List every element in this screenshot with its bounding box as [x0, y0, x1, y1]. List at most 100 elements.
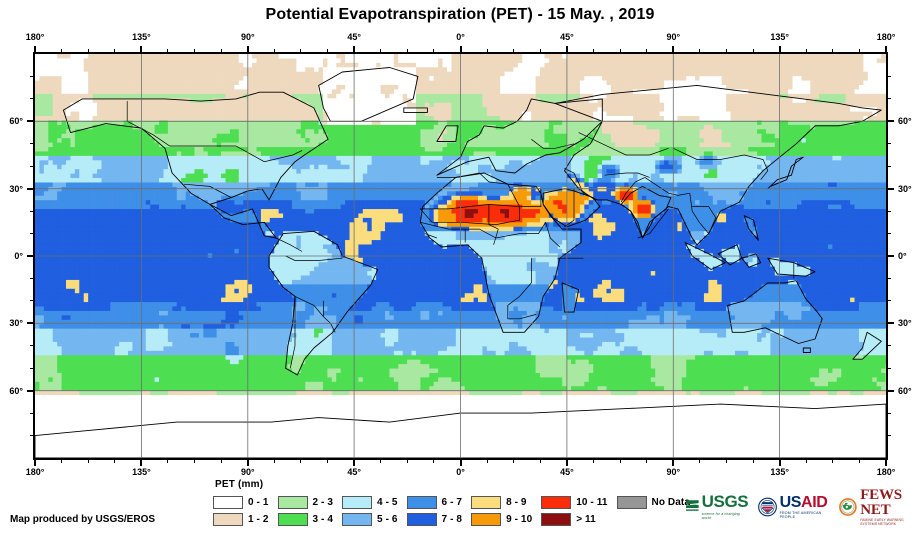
- legend-label: > 11: [576, 514, 596, 525]
- axis-label-lon-bottom: 135°: [770, 467, 789, 477]
- tick-minor-lat: [30, 367, 33, 369]
- axis-label-lon-top: 90°: [240, 32, 255, 42]
- tick-minor-lon: [486, 460, 488, 463]
- legend-swatch: [406, 513, 437, 526]
- tick-major-lon: [565, 460, 568, 466]
- tick-major-lat: [888, 322, 894, 325]
- axis-label-lat-right: 60°: [898, 116, 912, 127]
- fewsnet-wordmark: FEWS NET: [860, 487, 902, 518]
- tick-minor-lon: [167, 460, 169, 463]
- legend-item: No Data: [616, 494, 690, 511]
- axis-label-lat-left: 30°: [9, 318, 23, 329]
- legend-item: > 11: [541, 511, 607, 528]
- legend-label: 9 - 10: [506, 514, 533, 525]
- tick-minor-lat: [30, 300, 33, 302]
- legend-item: 5 - 6: [342, 511, 398, 528]
- axis-label-lat-right: 60°: [898, 385, 912, 396]
- tick-minor-lat: [888, 143, 891, 145]
- tick-minor-lon: [805, 49, 807, 52]
- tick-major-lon: [353, 46, 356, 52]
- tick-minor-lon: [220, 49, 222, 52]
- axis-label-lon-top: 90°: [666, 32, 681, 42]
- tick-major-lon: [34, 46, 36, 52]
- legend-label: 2 - 3: [312, 497, 334, 508]
- axis-label-lon-bottom: 90°: [240, 467, 255, 477]
- tick-minor-lat: [888, 300, 891, 302]
- tick-minor-lat: [888, 98, 891, 100]
- tick-major-lon: [459, 460, 462, 466]
- tick-minor-lon: [486, 49, 488, 52]
- axis-label-lat-right: 30°: [898, 318, 912, 329]
- legend-swatch: [213, 496, 243, 509]
- legend-swatch: [213, 513, 243, 526]
- tick-minor-lon: [513, 49, 515, 52]
- tick-major-lon: [885, 460, 887, 466]
- tick-major-lon: [885, 46, 887, 52]
- axis-label-lon-top: 135°: [132, 32, 151, 42]
- tick-minor-lon: [87, 460, 89, 463]
- axis-label-lat-right: 30°: [898, 183, 912, 194]
- tick-minor-lon: [725, 49, 727, 52]
- tick-major-lat: [888, 187, 894, 190]
- pet-world-heatmap: [35, 54, 886, 458]
- legend-label: 4 - 5: [377, 497, 398, 508]
- tick-minor-lon: [858, 49, 860, 52]
- tick-minor-lon: [699, 49, 701, 52]
- legend-item: 7 - 8: [406, 511, 463, 528]
- tick-major-lat: [27, 322, 33, 325]
- fewsnet-tagline: FAMINE EARLY WARNING SYSTEMS NETWORK: [860, 518, 904, 526]
- tick-minor-lat: [888, 412, 891, 414]
- tick-major-lon: [34, 460, 36, 466]
- legend-swatch: [342, 496, 373, 509]
- legend-label: 8 - 9: [506, 497, 527, 508]
- tick-minor-lon: [433, 460, 435, 463]
- tick-minor-lat: [888, 435, 891, 437]
- tick-minor-lon: [380, 460, 382, 463]
- axis-label-lon-bottom: 135°: [132, 467, 151, 477]
- axis-label-lon-bottom: 45°: [560, 467, 574, 477]
- tick-minor-lon: [539, 49, 541, 52]
- legend-item: 2 - 3: [277, 494, 334, 511]
- axis-label-lon-bottom: 90°: [666, 467, 681, 477]
- tick-major-lon: [672, 460, 675, 466]
- tick-minor-lon: [699, 460, 701, 463]
- tick-minor-lon: [194, 49, 196, 52]
- tick-major-lon: [459, 46, 462, 52]
- tick-minor-lat: [888, 345, 891, 347]
- tick-minor-lon: [61, 49, 63, 52]
- axis-label-lon-bottom: 180°: [25, 467, 45, 477]
- legend-swatch: [471, 496, 502, 509]
- legend-label: 0 - 1: [248, 497, 269, 508]
- tick-major-lat: [27, 187, 33, 190]
- tick-minor-lon: [220, 460, 222, 463]
- usgs-logo: USGS science for a changing world: [686, 493, 749, 520]
- axis-label-lon-bottom: 0°: [456, 467, 465, 477]
- tick-minor-lat: [888, 233, 891, 235]
- axis-label-lat-left: 30°: [9, 183, 23, 194]
- fewsnet-logo: FEWS NET FAMINE EARLY WARNING SYSTEMS NE…: [839, 488, 920, 526]
- legend-swatch: [277, 513, 308, 526]
- legend-label: 6 - 7: [441, 497, 463, 508]
- tick-minor-lon: [300, 49, 302, 52]
- tick-minor-lat: [30, 210, 33, 212]
- tick-minor-lon: [300, 460, 302, 463]
- tick-major-lon: [246, 460, 249, 466]
- legend-item: 0 - 1: [213, 494, 269, 511]
- legend-swatch: [277, 496, 308, 509]
- legend-item: 8 - 9: [471, 494, 532, 511]
- legend-swatch: [616, 496, 647, 509]
- tick-major-lat: [27, 255, 33, 257]
- tick-minor-lon: [539, 460, 541, 463]
- tick-major-lon: [140, 460, 143, 466]
- tick-minor-lon: [805, 460, 807, 463]
- tick-minor-lat: [888, 165, 891, 167]
- axis-label-lon-bottom: 45°: [347, 467, 361, 477]
- tick-minor-lat: [30, 277, 33, 279]
- map-frame[interactable]: [33, 52, 888, 460]
- legend-item: 3 - 4: [277, 511, 334, 528]
- tick-minor-lon: [327, 460, 329, 463]
- usgs-wave-icon: [686, 500, 699, 511]
- axis-label-lon-top: 45°: [560, 32, 574, 42]
- tick-minor-lon: [832, 49, 834, 52]
- tick-major-lon: [246, 46, 249, 52]
